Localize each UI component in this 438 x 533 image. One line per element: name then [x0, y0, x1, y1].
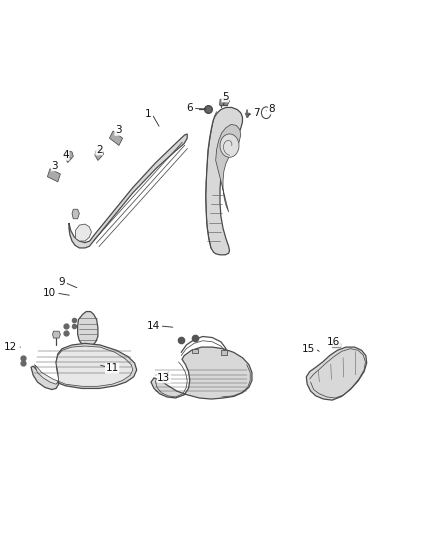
Polygon shape: [35, 346, 133, 386]
Circle shape: [261, 107, 271, 118]
Polygon shape: [72, 209, 79, 219]
Text: 13: 13: [157, 373, 170, 383]
Text: 15: 15: [302, 344, 315, 354]
Polygon shape: [306, 347, 367, 400]
Polygon shape: [191, 349, 198, 353]
Polygon shape: [206, 108, 243, 255]
Text: 7: 7: [253, 108, 260, 118]
Polygon shape: [151, 347, 252, 399]
Polygon shape: [31, 343, 137, 390]
Polygon shape: [65, 151, 73, 163]
Polygon shape: [215, 124, 241, 212]
Polygon shape: [95, 149, 103, 160]
Text: 5: 5: [222, 92, 229, 102]
Text: 10: 10: [43, 288, 56, 298]
Text: 6: 6: [186, 103, 193, 114]
Text: 12: 12: [4, 342, 17, 352]
Text: 11: 11: [106, 364, 119, 373]
Polygon shape: [47, 169, 60, 182]
Polygon shape: [53, 331, 60, 338]
Polygon shape: [69, 134, 187, 248]
Text: 14: 14: [146, 321, 159, 331]
Text: 3: 3: [115, 125, 121, 135]
Polygon shape: [219, 98, 230, 106]
Polygon shape: [75, 224, 92, 241]
Text: 4: 4: [62, 150, 69, 160]
Polygon shape: [110, 131, 123, 146]
Text: 1: 1: [145, 109, 152, 119]
Text: 2: 2: [96, 145, 102, 155]
Circle shape: [220, 134, 239, 157]
Polygon shape: [78, 312, 98, 347]
Text: 8: 8: [268, 104, 275, 114]
Polygon shape: [221, 350, 227, 354]
Text: 16: 16: [327, 337, 340, 347]
Text: 9: 9: [58, 277, 65, 287]
Text: 3: 3: [51, 161, 58, 171]
